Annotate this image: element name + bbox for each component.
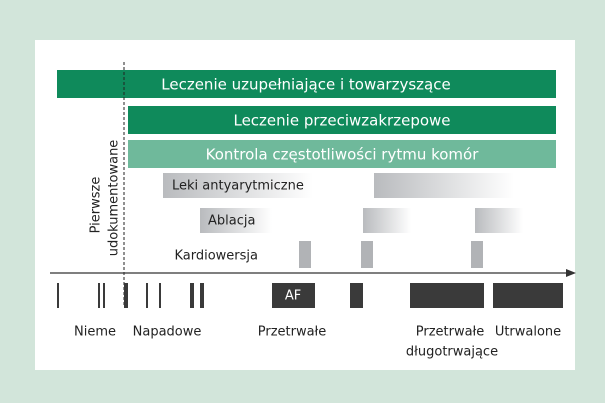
cardioversion-mark — [299, 241, 311, 268]
rate-control-bar — [128, 140, 556, 168]
episode — [146, 283, 148, 308]
axis-arrow — [566, 269, 576, 277]
antiarrhythmic-bar — [163, 173, 313, 198]
episode — [159, 283, 161, 308]
first-documented-label: Pierwsze — [89, 177, 104, 234]
cardioversion-mark — [361, 241, 373, 268]
stage-label: długotrwające — [406, 345, 498, 360]
episode — [190, 283, 194, 308]
rate-control-label: Kontrola częstotliwości rytmu komór — [206, 146, 480, 164]
episode — [103, 283, 105, 308]
antiarrhythmic-label: Leki antyarytmiczne — [172, 179, 304, 194]
cardioversion-label: Kardiowersja — [174, 249, 258, 264]
stage-label: Przetrwałe — [258, 325, 327, 340]
supportive-bar — [57, 70, 556, 98]
ablation-bar — [200, 208, 272, 233]
stage-label: Napadowe — [133, 325, 202, 340]
anticoagulation-bar — [128, 106, 556, 134]
ablation-bar — [475, 208, 523, 233]
episode — [410, 283, 484, 308]
ablation-label: Ablacja — [208, 214, 255, 229]
episode — [493, 283, 563, 308]
episode — [272, 283, 315, 308]
episode — [200, 283, 204, 308]
ablation-bar — [363, 208, 411, 233]
stage-label: Utrwalone — [495, 325, 561, 340]
antiarrhythmic-bar — [374, 173, 514, 198]
first-documented-label: udokumentowane — [107, 140, 122, 257]
cardioversion-mark — [471, 241, 483, 268]
anticoagulation-label: Leczenie przeciwzakrzepowe — [233, 112, 450, 130]
episode — [124, 283, 128, 308]
episode — [57, 283, 59, 308]
supportive-label: Leczenie uzupełniające i towarzyszące — [161, 76, 450, 94]
episodes — [57, 283, 563, 308]
episode — [350, 283, 363, 308]
stage-label: Nieme — [74, 325, 116, 340]
af-label: AF — [285, 289, 301, 304]
stage-label: Przetrwałe — [416, 325, 485, 340]
episode — [98, 283, 100, 308]
